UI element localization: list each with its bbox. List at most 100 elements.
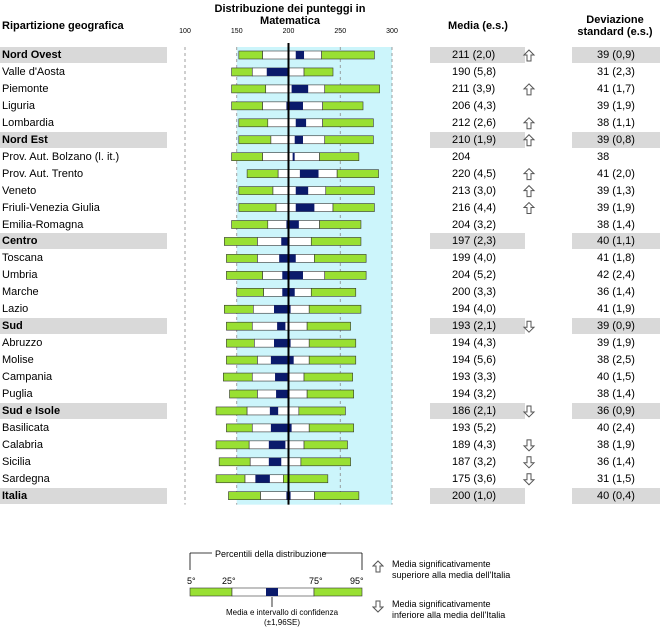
bar-p75-p95: [336, 169, 379, 178]
bar-p5-p25: [228, 491, 261, 501]
group-row-band: [0, 233, 167, 250]
sd-value: 39 (1,9): [597, 99, 635, 112]
bar-confidence-interval: [286, 220, 299, 229]
legend-p5-label: 5°: [187, 576, 196, 586]
legend-p95-label: 95°: [350, 576, 364, 586]
region-label: Abruzzo: [2, 337, 43, 350]
mean-value: 204 (3,2): [452, 218, 497, 231]
bar-p75-p95: [303, 440, 348, 450]
bar-confidence-interval: [270, 423, 292, 432]
bar-p5-p25: [236, 287, 264, 297]
sd-value: 40 (1,5): [597, 371, 635, 384]
group-row-band: [430, 47, 525, 63]
bar-confidence-interval: [292, 152, 295, 161]
bar-p5-p25: [224, 237, 258, 246]
group-row-band: [0, 487, 167, 504]
bar-confidence-interval: [281, 237, 290, 246]
arrow-down-icon: [372, 600, 384, 613]
group-row-band: [572, 402, 660, 419]
bar-p75-p95: [298, 406, 346, 416]
bar-confidence-interval: [270, 356, 294, 365]
sd-value: 39 (1,9): [597, 201, 635, 214]
region-label: Italia: [2, 489, 28, 502]
bar-p75-p95: [308, 355, 357, 365]
arrow-up-icon: [522, 134, 536, 147]
bar-p75-p95: [300, 457, 351, 467]
tick-label: 100: [179, 28, 191, 35]
region-label: Liguria: [2, 99, 36, 112]
sd-value: 41 (1,9): [597, 303, 635, 316]
mean-value: 194 (4,3): [452, 337, 497, 350]
bar-p5-p25: [218, 457, 251, 467]
bar-p5-p25: [226, 355, 258, 365]
bar-p5-p25: [231, 101, 263, 111]
bar-p75-p95: [319, 152, 360, 161]
bar-p5-p25: [226, 271, 263, 280]
region-column-header: Ripartizione geografica: [2, 20, 124, 32]
group-row-band: [0, 131, 167, 148]
mean-value: 206 (4,3): [452, 99, 497, 112]
region-label: Campania: [2, 371, 53, 384]
sd-value: 42 (2,4): [597, 269, 635, 282]
mean-value: 204: [452, 150, 471, 163]
bar-p75-p95: [283, 474, 329, 484]
mean-value: 211 (3,9): [452, 82, 496, 95]
region-label: Nord Ovest: [2, 49, 62, 61]
arrow-up-icon: [522, 49, 536, 62]
legend-bar-ci: [266, 588, 278, 596]
arrow-up-icon: [522, 83, 536, 96]
mean-value: 194 (3,2): [452, 388, 497, 400]
legend-bar-p5-p25: [189, 587, 233, 597]
bar-p75-p95: [322, 101, 364, 111]
legend-down-text: Media significativamente inferiore alla …: [392, 599, 506, 620]
bar-confidence-interval: [266, 67, 290, 76]
bar-p5-p25: [224, 304, 254, 314]
region-label: Emilia-Romagna: [2, 218, 84, 231]
tick-label: 200: [283, 28, 295, 35]
bar-p5-p25: [238, 50, 263, 60]
sd-value: 38: [597, 150, 610, 163]
bar-p75-p95: [303, 372, 353, 382]
bar-p75-p95: [324, 135, 374, 145]
group-row-band: [430, 233, 525, 250]
region-label: Prov. Aut. Trento: [2, 167, 84, 180]
group-row-band: [430, 318, 525, 335]
region-label: Calabria: [2, 438, 43, 451]
region-label: Basilicata: [2, 421, 50, 434]
mean-value: 211 (2,0): [452, 49, 496, 61]
sd-value: 41 (1,7): [597, 82, 635, 95]
region-label: Sud e Isole: [2, 404, 61, 417]
bar-p5-p25: [215, 474, 246, 484]
bar-p5-p25: [226, 423, 253, 433]
legend-up-text: Media significativamente superiore alla …: [392, 559, 511, 580]
bar-p25-p75: [267, 118, 323, 128]
bar-p75-p95: [322, 118, 374, 128]
bar-confidence-interval: [276, 390, 289, 398]
sd-value: 39 (1,9): [597, 337, 635, 350]
sd-value: 39 (0,9): [597, 320, 635, 333]
sd-value: 31 (1,5): [597, 472, 635, 485]
distribution-header: Distribuzione dei punteggi in Matematica: [214, 3, 366, 27]
group-row-band: [430, 131, 525, 148]
region-label: Prov. Aut. Bolzano (l. it.): [2, 150, 120, 163]
group-row-band: [430, 487, 525, 504]
bar-p75-p95: [306, 321, 351, 331]
bar-confidence-interval: [295, 51, 305, 59]
bar-confidence-interval: [277, 322, 286, 331]
region-label: Piemonte: [2, 82, 49, 95]
bar-p5-p25: [238, 186, 274, 195]
mean-value: 210 (1,9): [452, 133, 497, 146]
bar-p5-p25: [238, 118, 269, 128]
group-row-band: [0, 47, 167, 63]
bar-p75-p95: [324, 84, 380, 94]
mean-column-header: Media (e.s.): [448, 20, 508, 32]
sd-value: 38 (1,1): [597, 116, 635, 129]
bar-confidence-interval: [295, 203, 315, 212]
legend-percentili-label: Percentili della distribuzione: [215, 549, 327, 559]
sd-value: 39 (0,9): [597, 49, 635, 61]
sd-value: 38 (2,5): [597, 354, 635, 367]
bar-p5-p25: [238, 203, 277, 212]
bar-p5-p25: [231, 67, 253, 77]
bar-confidence-interval: [286, 101, 303, 110]
group-row-band: [0, 402, 167, 419]
